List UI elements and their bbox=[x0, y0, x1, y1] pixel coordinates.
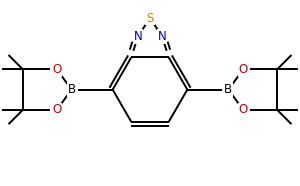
Text: O: O bbox=[239, 103, 248, 116]
Text: N: N bbox=[134, 30, 142, 43]
Text: O: O bbox=[52, 63, 61, 76]
Text: O: O bbox=[52, 103, 61, 116]
Text: N: N bbox=[158, 30, 167, 43]
Text: B: B bbox=[224, 83, 232, 96]
Text: O: O bbox=[239, 63, 248, 76]
Text: S: S bbox=[146, 12, 154, 25]
Text: B: B bbox=[68, 83, 76, 96]
